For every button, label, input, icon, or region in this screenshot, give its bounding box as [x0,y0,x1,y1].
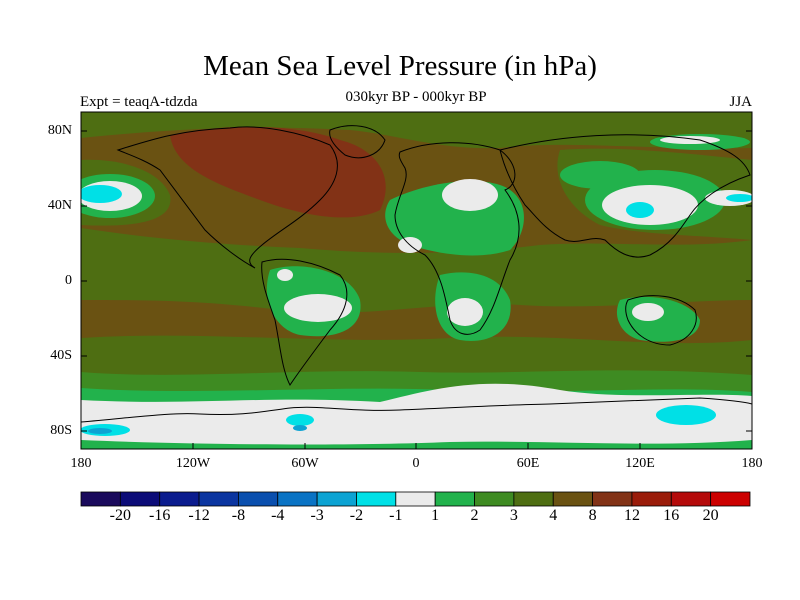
field-white-sahara [442,179,498,211]
colorbar-swatch [198,491,239,507]
colorbar-swatch [710,491,751,507]
colorbar-label: 8 [588,507,597,524]
colorbar-label: -4 [271,507,285,524]
field-olive-arctic [81,112,752,149]
colorbar-swatch [80,491,121,507]
coastline-africa-europe [394,142,520,335]
field-cyan-north-pacific [81,185,122,203]
lon-tick-180w: 180 [70,456,92,471]
lon-tick-marks [80,443,753,449]
colorbar [80,491,751,507]
field-rust-north-america [170,126,386,218]
colorbar-swatch [119,491,161,507]
colorbar-label: -1 [389,507,403,524]
field-cyan-east-pacific [726,194,752,202]
colorbar-swatch [631,491,672,507]
field-white-andes [277,269,293,281]
coastline-asia [499,134,751,258]
colorbar-label: 16 [663,507,680,524]
colorbar-label: 1 [431,507,440,524]
colorbar-swatch [238,491,279,507]
coastline-north-america [116,126,338,269]
colorbar-swatch [552,491,593,507]
lon-tick-0: 0 [412,456,420,471]
colorbar-label: -16 [149,507,171,524]
field-cyan-weddell [286,414,314,426]
field-green-siberia [560,161,640,189]
colorbar-label: 4 [549,507,558,524]
experiment-label: Expt = teaqA-tdzda [80,94,198,110]
lon-tick-120w: 120W [175,456,211,471]
colorbar-swatch [592,491,633,507]
field-cyan-south-pacific [656,405,716,425]
season-label: JJA [729,94,752,110]
map-title: Mean Sea Level Pressure (in hPa) [203,50,597,82]
colorbar-label: -8 [231,507,246,524]
lon-tick-60w: 60W [291,456,319,471]
colorbar-label: 12 [623,507,640,524]
field-white-australia [632,303,664,321]
colorbar-swatch [474,491,515,507]
lat-tick-80s: 80S [50,423,72,438]
colorbar-swatch [513,491,554,507]
colorbar-swatch [356,491,397,507]
lon-tick-180e: 180 [741,456,763,471]
colorbar-label: 20 [702,507,719,524]
period-label: 030kyr BP - 000kyr BP [345,89,487,105]
lat-tick-0: 0 [65,273,72,288]
colorbar-label: -2 [349,507,364,524]
lon-tick-120e: 120E [625,456,655,471]
coastlines [81,125,752,423]
colorbar-swatch [670,491,712,507]
coastline-australia [625,295,697,346]
field-white-south-america [284,294,352,322]
field-olive-equator [81,228,752,313]
field-white-southern-africa [447,298,483,326]
colorbar-swatch [159,491,200,507]
lat-tick-40s: 40S [50,348,72,363]
lat-tick-marks [81,130,752,432]
field-blue-ross [88,428,112,434]
colorbar-label: 2 [470,507,479,524]
colorbar-label: 3 [509,507,518,524]
colorbar-label: -12 [188,507,210,524]
colorbar-swatch [434,491,475,507]
map-field [81,112,752,449]
field-blue-weddell [293,425,307,431]
field-white-arctic [660,136,720,144]
lon-tick-60e: 60E [516,456,540,471]
lat-tick-40n: 40N [47,198,72,213]
colorbar-swatch [316,491,357,507]
colorbar-swatch [395,491,436,507]
colorbar-label: -3 [310,507,324,524]
coastline-greenland [329,125,386,159]
lat-tick-80n: 80N [47,123,72,138]
coastline-south-america [261,258,348,386]
colorbar-swatch [277,491,318,507]
colorbar-label: -20 [109,507,131,524]
coastline-antarctica [81,397,752,423]
field-white-south [81,383,752,445]
field-cyan-asia [626,202,654,218]
